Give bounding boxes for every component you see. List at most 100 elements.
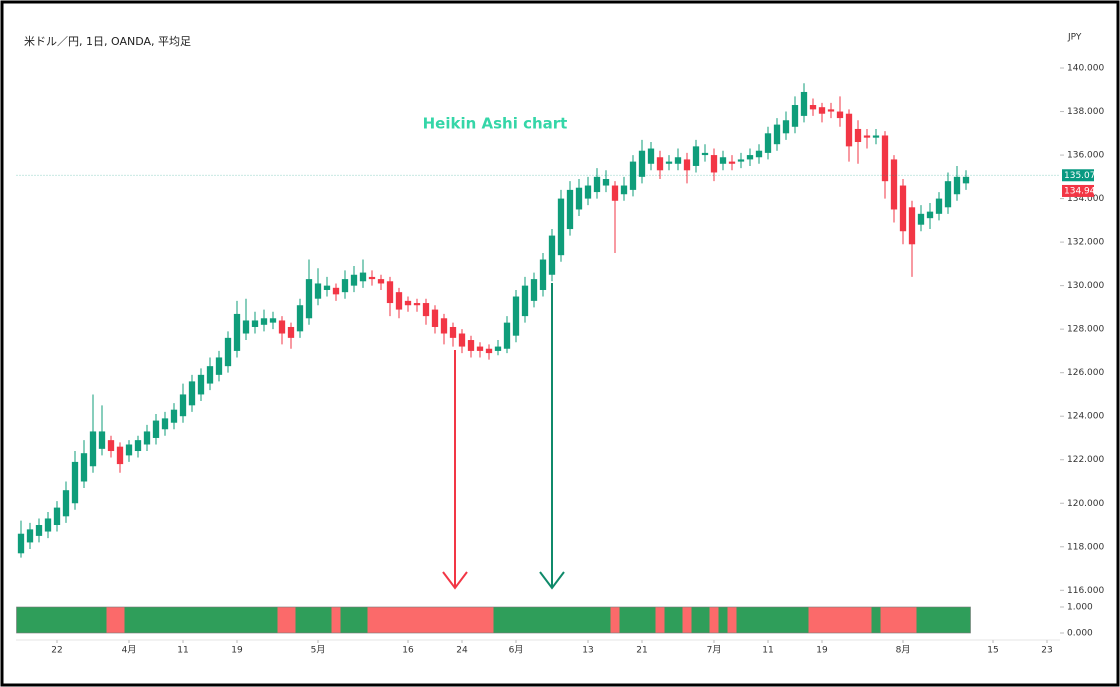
candle-body xyxy=(485,348,493,354)
indicator-bar xyxy=(817,607,827,633)
indicator-bar xyxy=(34,607,44,633)
currency-label: JPY xyxy=(1067,33,1082,43)
candle-body xyxy=(125,444,133,456)
candle-body xyxy=(323,285,331,290)
price-tag xyxy=(1062,169,1094,182)
sell-arrow xyxy=(442,350,468,590)
indicator-bar xyxy=(772,607,782,633)
candle-body xyxy=(215,357,223,375)
candle-body xyxy=(206,366,214,384)
candle-body xyxy=(251,320,259,327)
candle-body xyxy=(935,198,943,214)
candle-body xyxy=(593,176,601,193)
indicator-bar xyxy=(439,607,449,633)
indicator-bar xyxy=(871,607,881,633)
candle-body xyxy=(557,198,565,256)
candle-body xyxy=(314,283,322,299)
x-tick-label: 16 xyxy=(402,646,414,656)
indicator-bar xyxy=(619,607,629,633)
candle-body xyxy=(332,287,340,295)
candle-body xyxy=(701,152,709,156)
candle-body xyxy=(575,187,583,210)
candle-body xyxy=(404,300,412,306)
y-tick-label: 116.000 xyxy=(1067,586,1104,596)
indicator-tick-label: 0.000 xyxy=(1067,629,1093,639)
candle-body xyxy=(197,374,205,395)
candle-body xyxy=(629,161,637,190)
indicator-bar xyxy=(745,607,755,633)
candle-body xyxy=(80,453,88,482)
candle-body xyxy=(737,159,745,162)
y-tick-label: 130.000 xyxy=(1067,281,1104,291)
x-tick-label: 13 xyxy=(582,646,593,656)
candle-body xyxy=(764,133,772,153)
candle-body xyxy=(107,440,115,452)
x-tick-label: 15 xyxy=(987,646,998,656)
indicator-bar xyxy=(241,607,251,633)
indicator-bar xyxy=(412,607,422,633)
candle-body xyxy=(305,279,313,319)
indicator-bar xyxy=(421,607,431,633)
candle-body xyxy=(413,303,421,306)
candle-body xyxy=(35,525,43,536)
x-tick-label: 11 xyxy=(177,646,188,656)
y-tick-label: 140.000 xyxy=(1067,64,1104,74)
candle-body xyxy=(782,120,790,134)
candle-body xyxy=(26,529,34,543)
indicator-bar xyxy=(286,607,296,633)
indicator-bar xyxy=(952,607,962,633)
indicator-bar xyxy=(583,607,593,633)
candle-body xyxy=(170,409,178,423)
indicator-bar xyxy=(295,607,305,633)
candle-body xyxy=(836,111,844,119)
indicator-bar xyxy=(214,607,224,633)
candle-body xyxy=(458,333,466,347)
indicator-bar xyxy=(862,607,872,633)
candle-body xyxy=(818,107,826,114)
indicator-bar xyxy=(394,607,404,633)
candle-body xyxy=(863,135,871,138)
indicator-bar xyxy=(664,607,674,633)
candle-body xyxy=(602,179,610,186)
candle-body xyxy=(917,213,925,225)
candle-body xyxy=(683,159,691,171)
indicator-bar xyxy=(385,607,395,633)
indicator-bar xyxy=(529,607,539,633)
indicator-bar xyxy=(52,607,62,633)
candle-body xyxy=(890,159,898,210)
indicator-bar xyxy=(358,607,368,633)
candle-body xyxy=(800,91,808,116)
indicator-bar xyxy=(70,607,80,633)
y-tick-label: 126.000 xyxy=(1067,368,1104,378)
candle-body xyxy=(674,157,682,164)
candle-body xyxy=(143,431,151,445)
y-tick-label: 122.000 xyxy=(1067,455,1104,465)
indicator-bar xyxy=(880,607,890,633)
indicator-bar xyxy=(889,607,899,633)
indicator-bar xyxy=(763,607,773,633)
indicator-bar xyxy=(502,607,512,633)
candle-body xyxy=(944,181,952,208)
candle-body xyxy=(395,292,403,310)
indicator-bar xyxy=(466,607,476,633)
indicator-bar xyxy=(151,607,161,633)
indicator-bar xyxy=(205,607,215,633)
indicator-bar xyxy=(736,607,746,633)
indicator-bar xyxy=(898,607,908,633)
indicator-bar xyxy=(907,607,917,633)
candle-body xyxy=(188,381,196,406)
candle-body xyxy=(53,507,61,526)
candle-body xyxy=(368,276,376,280)
indicator-bar xyxy=(349,607,359,633)
candle-body xyxy=(161,418,169,430)
indicator-bar xyxy=(547,607,557,633)
indicator-bar xyxy=(322,607,332,633)
y-tick-label: 128.000 xyxy=(1067,325,1104,335)
price-tag-label: 134.948 xyxy=(1064,186,1101,196)
indicator-bar xyxy=(169,607,179,633)
indicator-bar xyxy=(673,607,683,633)
candle-body xyxy=(692,146,700,166)
candle-body xyxy=(899,185,907,232)
indicator-bar xyxy=(610,607,620,633)
indicator-bar xyxy=(88,607,98,633)
